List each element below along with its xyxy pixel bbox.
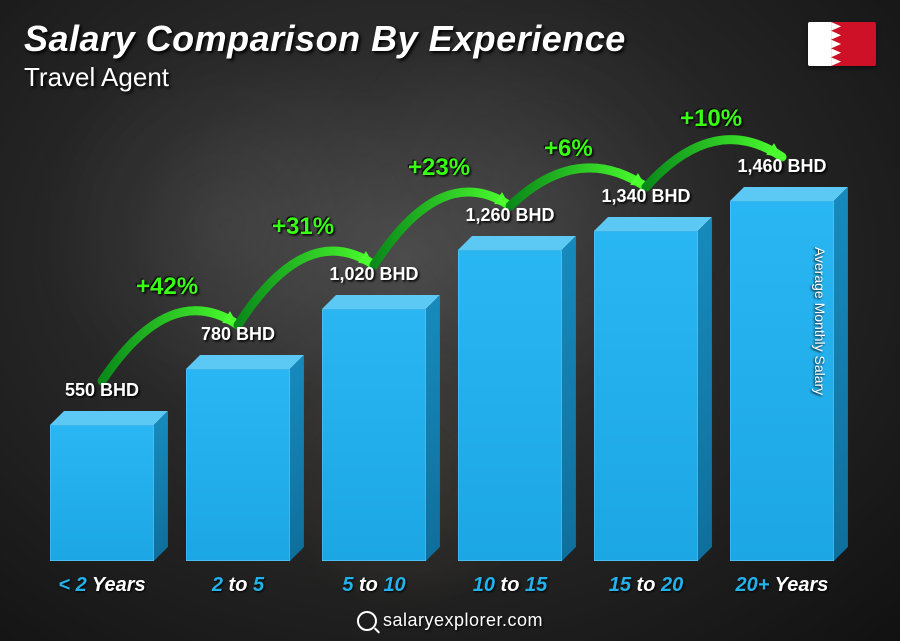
bar-value-label: 550 BHD bbox=[22, 380, 182, 401]
x-axis-label: 5 to 10 bbox=[306, 574, 442, 597]
x-axis-label: 10 to 15 bbox=[442, 574, 578, 597]
x-axis-label: 15 to 20 bbox=[578, 574, 714, 597]
bar-value-label: 1,260 BHD bbox=[430, 205, 590, 226]
chart-subtitle: Travel Agent bbox=[24, 62, 626, 93]
x-axis-label: 20+ Years bbox=[714, 574, 850, 597]
bar-value-label: 1,460 BHD bbox=[702, 156, 862, 177]
bar-chart: 550 BHD780 BHD1,020 BHD1,260 BHD1,340 BH… bbox=[34, 131, 850, 561]
bar-value-label: 780 BHD bbox=[158, 324, 318, 345]
x-axis-label: < 2 Years bbox=[34, 574, 170, 597]
increase-pct-label: +10% bbox=[680, 105, 742, 133]
bar-value-label: 1,340 BHD bbox=[566, 186, 726, 207]
magnifier-icon bbox=[357, 611, 377, 631]
bahrain-flag-icon bbox=[808, 22, 876, 66]
chart-title: Salary Comparison By Experience bbox=[24, 18, 626, 60]
increase-arc: +10% bbox=[34, 131, 850, 561]
bar-value-label: 1,020 BHD bbox=[294, 264, 454, 285]
y-axis-label: Average Monthly Salary bbox=[812, 246, 828, 394]
chart-stage: Salary Comparison By Experience Travel A… bbox=[0, 0, 900, 641]
footer-text: salaryexplorer.com bbox=[383, 610, 543, 631]
footer-attribution: salaryexplorer.com bbox=[357, 610, 543, 631]
title-block: Salary Comparison By Experience Travel A… bbox=[24, 18, 626, 93]
x-axis: < 2 Years2 to 55 to 1010 to 1515 to 2020… bbox=[34, 574, 850, 597]
x-axis-label: 2 to 5 bbox=[170, 574, 306, 597]
